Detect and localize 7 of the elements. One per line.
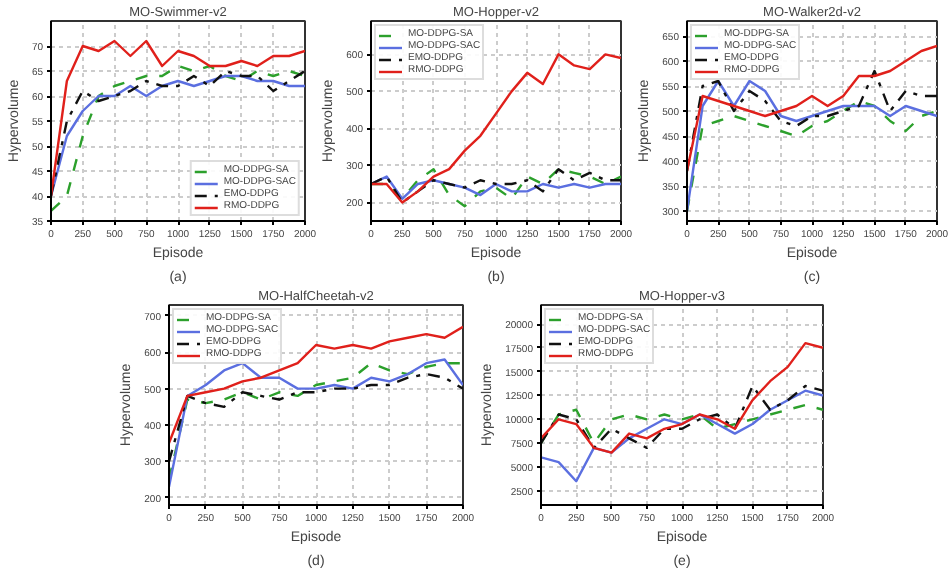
line-series <box>687 44 937 173</box>
line-series <box>541 341 823 454</box>
line-series <box>541 389 823 483</box>
line-series <box>541 384 823 450</box>
line-series <box>169 325 463 445</box>
line-series <box>169 372 463 463</box>
line-series <box>51 39 305 198</box>
